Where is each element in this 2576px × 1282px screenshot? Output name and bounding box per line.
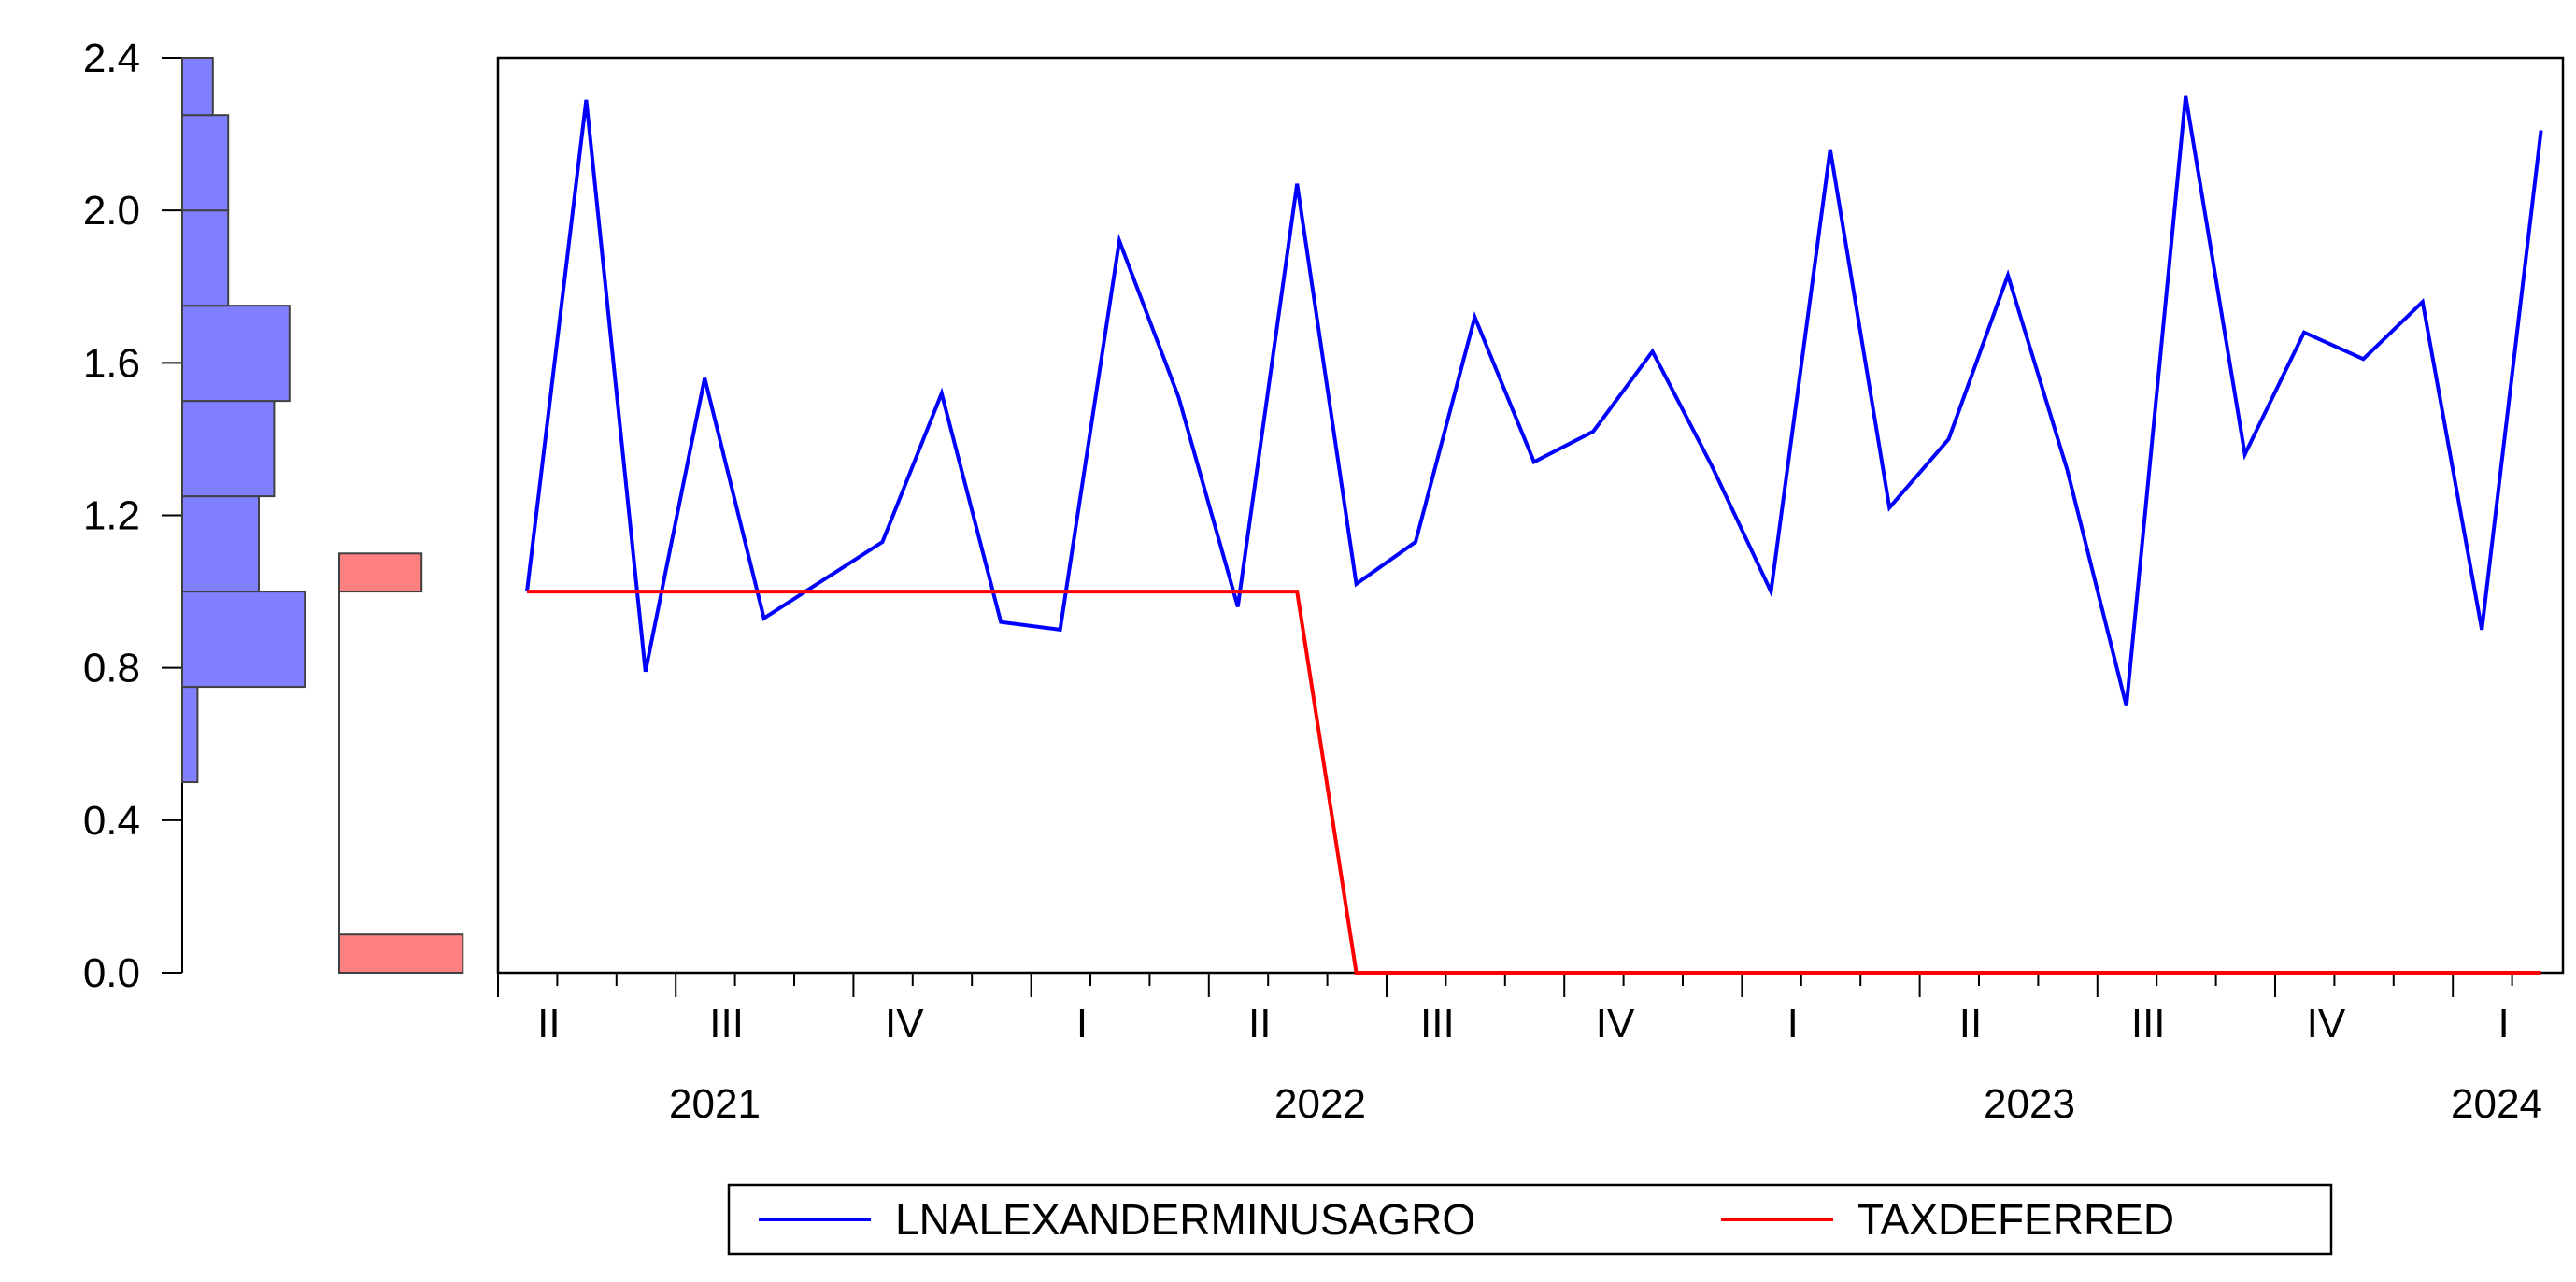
x-quarter-label: I — [1076, 1001, 1088, 1047]
y-tick-label: 0.0 — [83, 950, 140, 996]
x-quarter-label: III — [709, 1001, 744, 1047]
y-tick-label: 1.2 — [83, 493, 140, 539]
x-year-label: 2024 — [2451, 1081, 2542, 1127]
plot-frame — [496, 56, 2565, 975]
x-quarter-label: II — [1959, 1001, 1982, 1047]
series-line-lnalexanderminusagro — [525, 95, 2543, 706]
x-quarter-label: IV — [885, 1001, 924, 1047]
series-line-taxdeferred — [527, 590, 2541, 975]
x-quarter-label: I — [2498, 1001, 2509, 1047]
x-quarter-label: II — [537, 1001, 560, 1047]
x-quarter-label: IV — [2307, 1001, 2346, 1047]
x-quarter-label: I — [1787, 1001, 1799, 1047]
histogram-bar-lnalexanderminusagro — [181, 57, 214, 117]
histogram-bar-taxdeferred — [338, 933, 464, 974]
histogram-bar-taxdeferred — [338, 552, 423, 593]
histogram-bar-lnalexanderminusagro — [181, 209, 230, 307]
y-tick-label: 0.4 — [83, 798, 140, 844]
histogram-bar-lnalexanderminusagro — [181, 305, 291, 403]
x-year-label: 2022 — [1274, 1081, 1366, 1127]
y-tick-label: 1.6 — [83, 340, 140, 386]
histogram-bar-lnalexanderminusagro — [181, 686, 199, 784]
y-tick-label: 2.0 — [83, 188, 140, 234]
y-tick-label: 2.4 — [83, 36, 140, 81]
histogram-bar-lnalexanderminusagro — [181, 495, 260, 593]
histogram-bar-lnalexanderminusagro — [181, 400, 276, 498]
legend-label: LNALEXANDERMINUSAGRO — [895, 1195, 1475, 1244]
histogram-bar-lnalexanderminusagro — [181, 591, 306, 689]
x-year-label: 2023 — [1984, 1081, 2075, 1127]
x-quarter-label: III — [2131, 1001, 2166, 1047]
legend-label: TAXDEFERRED — [1857, 1195, 2174, 1244]
y-tick-label: 0.8 — [83, 646, 140, 691]
legend-box — [727, 1183, 2333, 1256]
x-quarter-label: IV — [1596, 1001, 1635, 1047]
histogram-bar-lnalexanderminusagro — [181, 114, 230, 212]
x-quarter-label: III — [1420, 1001, 1455, 1047]
x-quarter-label: II — [1248, 1001, 1271, 1047]
x-year-label: 2021 — [669, 1081, 761, 1127]
